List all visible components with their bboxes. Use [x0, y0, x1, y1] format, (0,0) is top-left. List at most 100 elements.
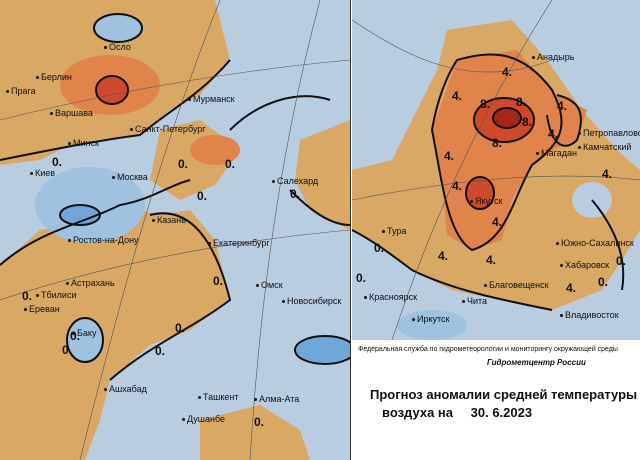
city-label: Новосибирск	[282, 296, 341, 306]
city-label: Варшава	[50, 108, 93, 118]
city-label: Иркутск	[412, 314, 449, 324]
city-label: Ростов-на-Дону	[68, 235, 139, 245]
very-hot-core	[493, 108, 521, 128]
city-label: Киев	[30, 168, 55, 178]
left-map: Осло Берлин Прага Варшава Санкт-Петербур…	[0, 0, 351, 460]
isoline-label: 0.	[616, 254, 627, 268]
city-label: Минск	[68, 138, 99, 148]
city-label: Москва	[112, 172, 148, 182]
isoline-label: 0.	[22, 289, 33, 303]
positive-region-south	[0, 205, 230, 460]
city-label: Чита	[462, 296, 487, 306]
parallel-line	[352, 175, 640, 201]
warm-spot-center	[190, 135, 240, 165]
warm-region	[432, 50, 567, 250]
center-name: Гидрометцентр России	[487, 358, 586, 367]
meridian-line	[249, 0, 321, 460]
isoline-label: 8.	[492, 136, 503, 150]
isoline-cold-ukraine	[59, 204, 101, 226]
cold-spot-kazakh	[295, 336, 350, 364]
isoline-8	[473, 97, 535, 143]
city-label: Камчатский	[578, 142, 631, 152]
city-label: Южно-Сахалинск	[556, 238, 634, 248]
isoline-label: 0.	[197, 189, 208, 203]
positive-region-southeast	[200, 405, 310, 460]
forecast-info: Федеральная служба по гидрометеорологии …	[352, 340, 640, 460]
isoline-4-main	[430, 53, 563, 252]
isoline-label: 0.	[178, 157, 189, 171]
parallel-line	[0, 229, 350, 301]
isoline-zero-4	[229, 95, 331, 131]
city-label: Омск	[256, 280, 283, 290]
isoline-8-core	[492, 107, 522, 129]
city-label: Берлин	[36, 72, 72, 82]
isoline-label: 0.	[225, 157, 236, 171]
isoline-zero-5	[289, 189, 350, 226]
warm-region-kamchatka	[547, 95, 587, 150]
left-map-fields	[0, 0, 350, 460]
isoline-label: 4.	[444, 149, 455, 163]
isoline-label: 4.	[492, 215, 503, 229]
isoline-hot-baltic	[95, 75, 129, 105]
meridian-line	[352, 19, 553, 73]
isoline-cold-kazakh	[294, 335, 350, 365]
isoline-label: 4.	[557, 99, 568, 113]
isoline-zero-2	[0, 179, 191, 266]
isoline-label: 4.	[486, 253, 497, 267]
isoline-label: 4.	[438, 249, 449, 263]
forecast-title: Прогноз аномалии средней температуры	[370, 387, 638, 402]
isoline-label: 4.	[602, 167, 613, 181]
isoline-label: 8.	[522, 115, 533, 129]
parallel-line	[0, 59, 350, 121]
city-label: Душанбе	[182, 414, 225, 424]
meridian-line	[79, 0, 221, 460]
city-label: Анадырь	[532, 52, 574, 62]
agency-name: Федеральная служба по гидрометеорологии …	[358, 346, 618, 353]
hot-spot-baltic	[96, 76, 128, 104]
isoline-label: 4.	[548, 127, 559, 141]
city-label: Владивосток	[560, 310, 619, 320]
city-label: Алма-Ата	[254, 394, 299, 404]
forecast-date: 30. 6.2023	[470, 405, 533, 420]
city-label: Петропавловск	[578, 128, 640, 138]
isoline-4-kamchatka	[546, 94, 582, 147]
isoline-label: 0.	[290, 187, 301, 201]
isoline-cold-caspian	[66, 317, 104, 363]
cold-core-ukraine	[60, 205, 100, 225]
isoline-label: 8.	[480, 97, 491, 111]
isoline-label: 0.	[374, 241, 385, 255]
isoline-label: 4.	[566, 281, 577, 295]
city-label: Благовещенск	[484, 280, 549, 290]
isoline-label: 8.	[516, 95, 527, 109]
isoline-label: 4.	[452, 179, 463, 193]
cold-spot-ukraine	[35, 167, 145, 243]
isoline-label: 0.	[52, 155, 63, 169]
isoline-label: 0.	[70, 329, 81, 343]
isoline-4-yakutsk	[465, 176, 495, 210]
isoline-label: 0.	[254, 415, 265, 429]
isoline-label: 4.	[502, 65, 513, 79]
isoline-label: 4.	[452, 89, 463, 103]
city-label: Ереван	[24, 304, 60, 314]
isoline-label: 0.	[213, 274, 224, 288]
city-label: Салехард	[272, 176, 318, 186]
city-label: Осло	[104, 42, 131, 52]
city-label: Мурманск	[188, 94, 235, 104]
city-label: Баку	[72, 328, 96, 338]
forecast-subtitle-prefix: воздуха на	[382, 405, 454, 420]
isoline-label: 0.	[62, 343, 73, 357]
forecast-subtitle: воздуха на 30. 6.2023	[382, 405, 532, 420]
isoline-label: 0.	[155, 344, 166, 358]
city-label: Якутск	[470, 196, 503, 206]
city-label: Магадан	[536, 148, 577, 158]
right-map: Анадырь Петропавловск Камчатский Магадан…	[352, 0, 640, 340]
city-label: Тура	[382, 226, 406, 236]
isoline-label: 0.	[356, 271, 367, 285]
city-label: Красноярск	[364, 292, 417, 302]
city-label: Екатеринбург	[208, 238, 270, 248]
city-label: Астрахань	[66, 278, 115, 288]
isoline-0-west	[352, 229, 553, 311]
city-label: Казань	[152, 215, 186, 225]
cold-spot-north	[94, 14, 142, 42]
city-label: Тбилиси	[36, 290, 77, 300]
